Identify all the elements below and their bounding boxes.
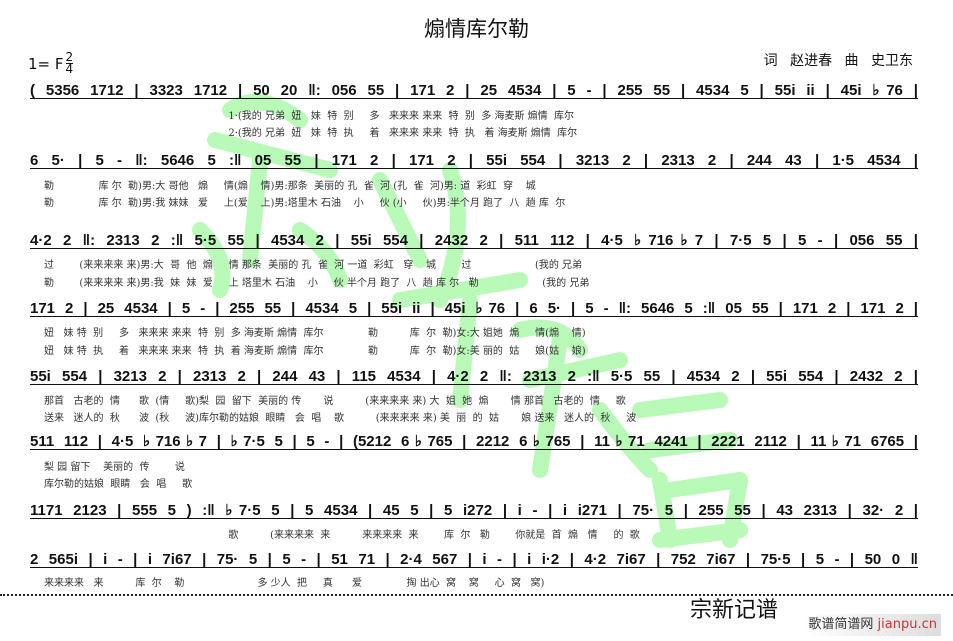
credits: 词 赵进春 曲 史卫东 bbox=[763, 53, 913, 69]
lyric-line: 1·(我的 兄弟 妞 妹 特 别 多 来来来 来来 特 别 多 海麦斯 煽情 库… bbox=[44, 111, 574, 122]
notation-line: 511 112 | 4·5 ♭716♭7 | ♭7·5 5 | 5 - | (5… bbox=[30, 433, 918, 450]
time-top: 2 bbox=[65, 50, 74, 64]
lyric-line: 勒 库 尔 勒)男:大 哥他 煽 情(煽 情)男:那条 美丽的 孔 雀 河 (孔… bbox=[44, 181, 536, 192]
lyric-line: 梨 园 留下 美丽的 传 说 bbox=[44, 462, 185, 473]
lyric-line: 那首 古老的 情 歌 (情 歌)梨 园 留下 美丽的 传 说 (来来来来 来) … bbox=[44, 396, 626, 407]
notation-line: 4·2 2 ‖: 2313 2 :‖ 5·5 55 | 4534 2 | 55i… bbox=[30, 232, 918, 249]
notation-line: 55i 554 | 3213 2 | 2313 2 | 244 43 | 115… bbox=[30, 368, 918, 385]
lyric-line: 2·(我的 兄弟 妞 妹 特 执 着 来来来 来来 特 执 着 海麦斯 煽情 库… bbox=[44, 128, 578, 139]
lyric-line: 来来来来 来 库 尔 勒 多 少人 把 真 爱 掏 出心 窝 窝 心 窝 窝) bbox=[44, 578, 545, 589]
lyric-line: 库尔勒的姑娘 眼睛 会 唱 歌 bbox=[44, 479, 193, 490]
site-logo[interactable]: 歌谱简谱网 jianpu.cn bbox=[804, 614, 941, 636]
lyric-line: 妞 妹 特 别 多 来来来 来来 特 别 多 海麦斯 煽情 库尔 勒 库 尔 勒… bbox=[44, 328, 586, 339]
notation-line: 6 5· | 5 - ‖: 5646 5 :‖ 05 55 | 171 2 | … bbox=[30, 152, 918, 169]
lyric-line: 过 (来来来来 来)男:大 哥 他 煽 情 那条 美丽的 孔 雀 河 一道 彩虹… bbox=[44, 260, 583, 271]
lyric-line: 妞 妹 特 执 着 来来来 来来 特 执 着 海麦斯 煽情 库尔 勒 库 尔 勒… bbox=[44, 346, 586, 357]
notation-line: ( 5356 1712 | 3323 1712 | 50 20 ‖: 056 5… bbox=[30, 82, 918, 99]
lyric-line: 勒 (来来来来 来)男:我 妹 妹 爱 上 塔里木 石油 小 伙 半个月 跑了 … bbox=[44, 278, 590, 289]
notation-line: 1171 2123 | 555 5 ) :‖ ♭7·5 5 | 5 4534 |… bbox=[30, 502, 918, 519]
dotted-divider bbox=[0, 594, 953, 596]
key-signature: 1= F 2 4 bbox=[28, 50, 74, 76]
signature: 宗新记谱 bbox=[690, 598, 779, 623]
song-title: 煽情库尔勒 bbox=[424, 17, 529, 41]
notation-line: 171 2 | 25 4534 | 5 - | 255 55 | 4534 5 … bbox=[30, 300, 918, 317]
lyric-line: 歌 (来来来来 来 来来来来 来 库 尔 勒 你就是 首 煽 情 的 歌 bbox=[44, 530, 640, 541]
time-bottom: 4 bbox=[65, 62, 74, 76]
lyric-line: 勒 库 尔 勒)男:我 妹妹 爱 上(爱 上)男:塔里木 石油 小 伙 (小 伙… bbox=[44, 198, 566, 209]
site-logo-en: jianpu.cn bbox=[877, 617, 937, 632]
time-signature: 2 4 bbox=[65, 50, 74, 76]
lyric-line: 送来 迷人的 秋 波 (秋 波)库尔勒的姑娘 眼睛 会 唱 歌 (来来来来 来)… bbox=[44, 413, 637, 424]
notation-line: 2 565i | i - | i 7i67 | 75· 5 | 5 - | 51… bbox=[30, 551, 918, 568]
site-logo-cn: 歌谱简谱网 bbox=[808, 617, 874, 632]
key-label: 1= F bbox=[28, 54, 64, 73]
